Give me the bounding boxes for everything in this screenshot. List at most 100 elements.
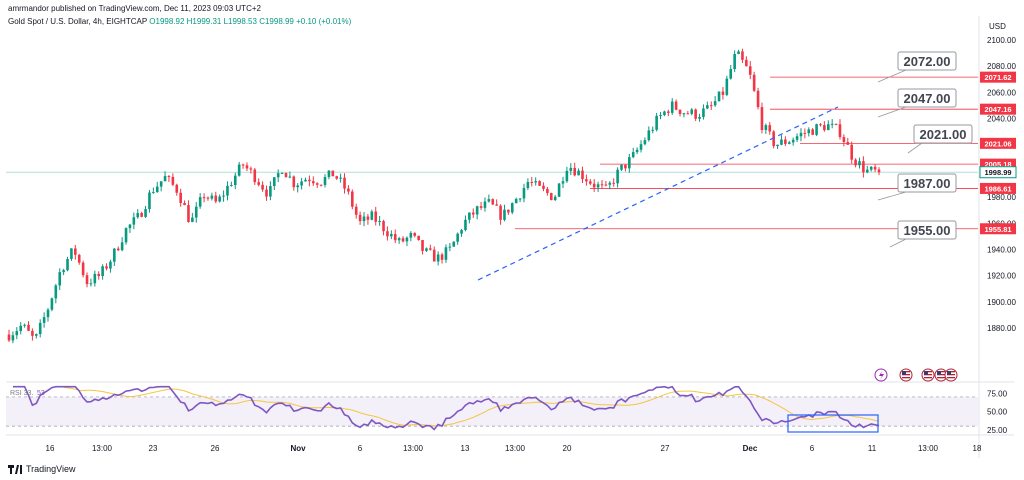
candle: [452, 241, 456, 247]
candle: [163, 171, 167, 182]
candle: [526, 178, 530, 191]
time-tick-label: 18: [973, 444, 982, 453]
candle: [38, 319, 42, 338]
lightning-icon[interactable]: [874, 368, 888, 382]
tradingview-brand[interactable]: TradingView: [8, 464, 76, 474]
candle: [393, 229, 397, 244]
candle: [272, 177, 276, 190]
candle: [198, 193, 202, 209]
candle: [409, 231, 413, 242]
candle: [628, 153, 631, 173]
candle: [183, 200, 186, 206]
us-flag-icon[interactable]: [921, 368, 935, 382]
candle: [148, 189, 151, 213]
candle: [249, 166, 253, 174]
candle: [218, 194, 221, 203]
time-tick-label: 27: [661, 444, 670, 453]
candle: [15, 327, 19, 340]
price-callout[interactable]: 2072.00: [877, 51, 957, 83]
candle: [795, 133, 799, 143]
price-callout[interactable]: 2021.00: [907, 124, 973, 154]
brand-label: TradingView: [26, 464, 76, 474]
price-callout[interactable]: 2047.00: [877, 88, 957, 118]
candle: [635, 147, 639, 155]
svg-text:1998.99: 1998.99: [984, 168, 1011, 177]
candle: [210, 192, 214, 201]
candle: [612, 178, 616, 187]
candle: [432, 246, 436, 262]
price-callout[interactable]: 1987.00: [877, 173, 957, 201]
candle: [440, 252, 444, 264]
candle: [546, 186, 549, 196]
candle: [343, 173, 346, 194]
price-callout[interactable]: 1955.00: [889, 220, 957, 248]
candle: [265, 185, 268, 201]
candle: [425, 247, 428, 252]
candle: [803, 128, 807, 139]
candle: [600, 180, 604, 189]
candle: [257, 178, 260, 187]
candle: [351, 189, 354, 210]
candle: [140, 211, 143, 218]
current-price-tag: 1998.99: [979, 166, 1017, 179]
candle: [152, 187, 155, 194]
price-tick-label: 2040.00: [987, 115, 1016, 124]
candle: [179, 188, 182, 207]
candle: [694, 108, 697, 122]
candle: [784, 136, 787, 147]
tradingview-logo-icon: [8, 464, 22, 474]
candle: [776, 144, 779, 150]
candle: [300, 177, 303, 190]
candle: [553, 194, 557, 202]
candle: [682, 112, 686, 118]
candle: [830, 119, 834, 129]
candle: [85, 272, 89, 288]
candle: [499, 204, 502, 225]
candle: [862, 156, 865, 178]
us-flag-icon[interactable]: [899, 368, 913, 382]
candle: [460, 228, 463, 237]
candle: [421, 239, 424, 255]
candle: [725, 75, 729, 97]
candle: [787, 140, 791, 145]
candle: [241, 163, 245, 169]
candle: [233, 172, 237, 190]
candle: [624, 164, 627, 172]
svg-text:1986.61: 1986.61: [984, 184, 1011, 193]
candle: [865, 165, 869, 174]
candle: [647, 126, 651, 142]
candle: [507, 209, 510, 215]
candle: [194, 202, 198, 223]
candle: [667, 109, 670, 117]
candle: [495, 199, 498, 206]
time-tick-label: 13:00: [918, 444, 939, 453]
currency-label: USD: [989, 22, 1006, 31]
candle: [791, 137, 795, 146]
candle: [756, 87, 760, 110]
candle: [475, 205, 479, 220]
candle: [132, 212, 136, 230]
candle: [226, 181, 229, 201]
candle: [35, 333, 38, 339]
candle: [542, 182, 545, 192]
candle: [456, 232, 459, 245]
candle: [585, 174, 588, 186]
candle: [717, 91, 721, 102]
candle: [113, 248, 116, 266]
candle: [382, 219, 385, 236]
candle: [444, 244, 448, 263]
time-tick-label: 11: [868, 444, 877, 453]
candle: [631, 147, 635, 159]
rsi-label: RSI 33.: [10, 390, 33, 397]
open-value: O1998.92: [149, 17, 185, 26]
callout-label: 1987.00: [904, 176, 951, 191]
candle: [124, 227, 128, 245]
price-level-tag: 2005.18: [980, 158, 1016, 170]
candle: [565, 166, 569, 183]
candle: [846, 137, 850, 145]
us-flag-icon[interactable]: [944, 368, 958, 382]
price-tick-label: 1940.00: [987, 245, 1016, 254]
candle: [214, 191, 218, 204]
candle: [159, 181, 163, 192]
